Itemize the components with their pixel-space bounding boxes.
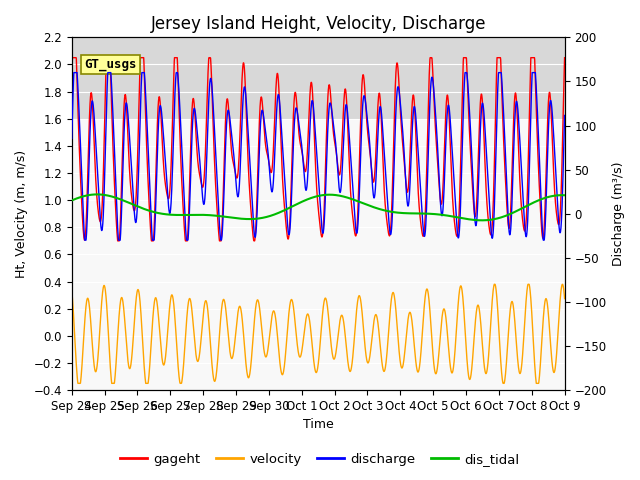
Bar (72, 37, 564, 119)
Text: GT_usgs: GT_usgs (84, 58, 136, 71)
Y-axis label: Discharge (m³/s): Discharge (m³/s) (612, 161, 625, 266)
Legend: gageht, velocity, discharge, dis_tidal: gageht, velocity, discharge, dis_tidal (115, 447, 525, 471)
Title: Jersey Island Height, Velocity, Discharge: Jersey Island Height, Velocity, Discharg… (150, 15, 486, 33)
X-axis label: Time: Time (303, 419, 333, 432)
Y-axis label: Ht, Velocity (m, m/s): Ht, Velocity (m, m/s) (15, 150, 28, 278)
